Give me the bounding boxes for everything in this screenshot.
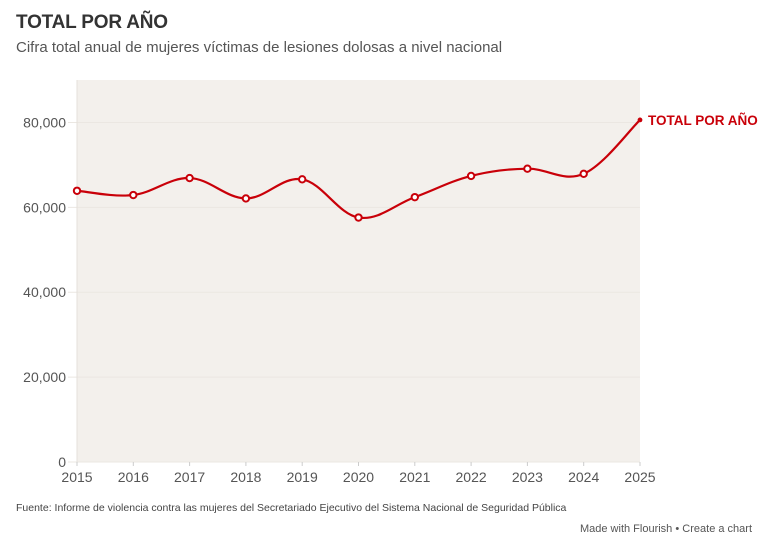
gridlines [68,121,640,463]
x-tick-label: 2015 [61,469,92,485]
data-points [72,117,643,222]
source-note: Fuente: Informe de violencia contra las … [16,502,567,514]
data-point[interactable] [523,164,532,173]
data-point[interactable] [72,186,82,195]
data-point[interactable] [129,190,138,200]
y-axis: 0 20,000 40,000 60,000 80,000 [23,114,66,470]
create-a-chart-link[interactable]: Create a chart [682,523,752,535]
x-tick-label: 2024 [568,469,599,485]
plot-background [77,80,640,462]
data-point[interactable] [354,213,363,222]
y-tick-label: 60,000 [23,199,66,215]
chart-subtitle: Cifra total anual de mujeres víctimas de… [16,39,503,56]
data-point[interactable] [241,194,251,203]
data-point[interactable] [410,192,419,202]
chart-title: TOTAL POR AÑO [16,12,168,33]
x-tick-label: 2023 [512,469,543,485]
data-point[interactable] [637,117,643,123]
x-tick-label: 2020 [343,469,374,485]
x-tick-label: 2025 [624,469,655,485]
flourish-credit: Made with Flourish • Create a chart [580,523,752,535]
x-axis: 2015 2016 2017 2018 2019 2020 2021 2022 2023 2024… [61,462,656,485]
credit-separator: • [675,523,680,535]
y-tick-label: 40,000 [23,284,66,300]
data-point[interactable] [579,169,588,179]
made-with-flourish-link[interactable]: Made with Flourish [579,523,673,535]
data-point[interactable] [466,171,476,181]
x-tick-label: 2021 [399,469,430,485]
y-tick-label: 0 [58,454,66,470]
series-label: TOTAL POR AÑO [648,113,758,128]
x-tick-label: 2019 [287,469,318,485]
x-tick-label: 2022 [456,469,487,485]
x-tick-label: 2016 [118,469,149,485]
x-tick-label: 2017 [174,469,205,485]
y-tick-label: 20,000 [23,369,66,385]
data-point[interactable] [298,175,307,184]
data-point[interactable] [185,173,194,183]
y-tick-label: 80,000 [23,114,66,130]
x-tick-label: 2018 [230,469,261,485]
